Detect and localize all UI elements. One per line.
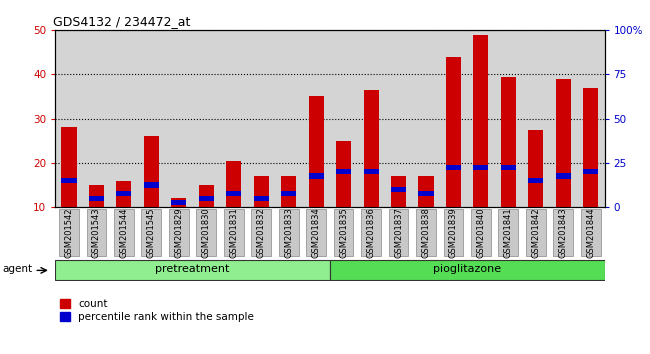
Text: GSM201837: GSM201837 (394, 207, 403, 258)
Bar (226, 191, 241, 196)
FancyBboxPatch shape (306, 209, 326, 256)
Text: GDS4132 / 234472_at: GDS4132 / 234472_at (53, 15, 190, 28)
Bar (336, 169, 351, 175)
Text: pioglitazone: pioglitazone (433, 264, 501, 274)
FancyBboxPatch shape (142, 209, 161, 256)
Bar (473, 165, 488, 170)
Text: GSM201840: GSM201840 (476, 207, 486, 258)
Text: GSM201831: GSM201831 (229, 207, 239, 258)
Text: GSM201543: GSM201543 (92, 207, 101, 258)
Text: GSM201836: GSM201836 (367, 207, 376, 258)
FancyBboxPatch shape (279, 209, 298, 256)
Bar (309, 96, 324, 251)
Text: GSM201545: GSM201545 (147, 207, 156, 258)
FancyBboxPatch shape (389, 209, 408, 256)
FancyBboxPatch shape (330, 259, 604, 280)
FancyBboxPatch shape (471, 209, 491, 256)
Bar (419, 176, 434, 251)
Bar (281, 191, 296, 196)
Bar (309, 173, 324, 179)
FancyBboxPatch shape (86, 209, 107, 256)
Bar (226, 161, 241, 251)
FancyBboxPatch shape (252, 209, 271, 256)
Bar (501, 165, 516, 170)
Text: GSM201839: GSM201839 (449, 207, 458, 258)
Bar (62, 127, 77, 251)
Text: GSM201830: GSM201830 (202, 207, 211, 258)
Bar (528, 178, 543, 183)
Bar (363, 90, 378, 251)
Bar (501, 76, 516, 251)
FancyBboxPatch shape (59, 209, 79, 256)
FancyBboxPatch shape (416, 209, 436, 256)
Legend: count, percentile rank within the sample: count, percentile rank within the sample (60, 299, 254, 322)
Bar (446, 57, 461, 251)
Text: GSM201841: GSM201841 (504, 207, 513, 258)
FancyBboxPatch shape (499, 209, 518, 256)
Text: GSM201544: GSM201544 (120, 207, 129, 258)
Bar (281, 176, 296, 251)
FancyBboxPatch shape (114, 209, 134, 256)
Bar (62, 178, 77, 183)
Bar (556, 173, 571, 179)
Bar (391, 187, 406, 192)
Text: agent: agent (3, 264, 33, 274)
FancyBboxPatch shape (169, 209, 188, 256)
Bar (473, 34, 488, 251)
FancyBboxPatch shape (553, 209, 573, 256)
Bar (172, 198, 187, 251)
Text: GSM201542: GSM201542 (64, 207, 73, 258)
Bar (583, 169, 598, 175)
Bar (446, 165, 461, 170)
Bar (583, 88, 598, 251)
Text: GSM201843: GSM201843 (559, 207, 568, 258)
Text: GSM201832: GSM201832 (257, 207, 266, 258)
Bar (254, 195, 268, 201)
Bar (419, 191, 434, 196)
Bar (89, 195, 104, 201)
Bar (556, 79, 571, 251)
Text: GSM201844: GSM201844 (586, 207, 595, 258)
Text: GSM201842: GSM201842 (531, 207, 540, 258)
FancyBboxPatch shape (361, 209, 381, 256)
Bar (391, 176, 406, 251)
FancyBboxPatch shape (224, 209, 244, 256)
Text: pretreatment: pretreatment (155, 264, 229, 274)
FancyBboxPatch shape (196, 209, 216, 256)
Text: GSM201829: GSM201829 (174, 207, 183, 258)
Text: GSM201838: GSM201838 (421, 207, 430, 258)
Bar (116, 181, 131, 251)
Bar (116, 191, 131, 196)
Text: GSM201835: GSM201835 (339, 207, 348, 258)
FancyBboxPatch shape (443, 209, 463, 256)
Bar (172, 200, 187, 205)
FancyBboxPatch shape (333, 209, 354, 256)
Bar (363, 169, 378, 175)
Bar (144, 182, 159, 188)
Bar (199, 185, 214, 251)
FancyBboxPatch shape (55, 259, 330, 280)
Bar (89, 185, 104, 251)
Bar (336, 141, 351, 251)
Text: GSM201833: GSM201833 (284, 207, 293, 258)
FancyBboxPatch shape (581, 209, 601, 256)
Bar (144, 136, 159, 251)
Bar (254, 176, 268, 251)
Text: GSM201834: GSM201834 (311, 207, 320, 258)
Bar (528, 130, 543, 251)
FancyBboxPatch shape (526, 209, 546, 256)
Bar (199, 195, 214, 201)
